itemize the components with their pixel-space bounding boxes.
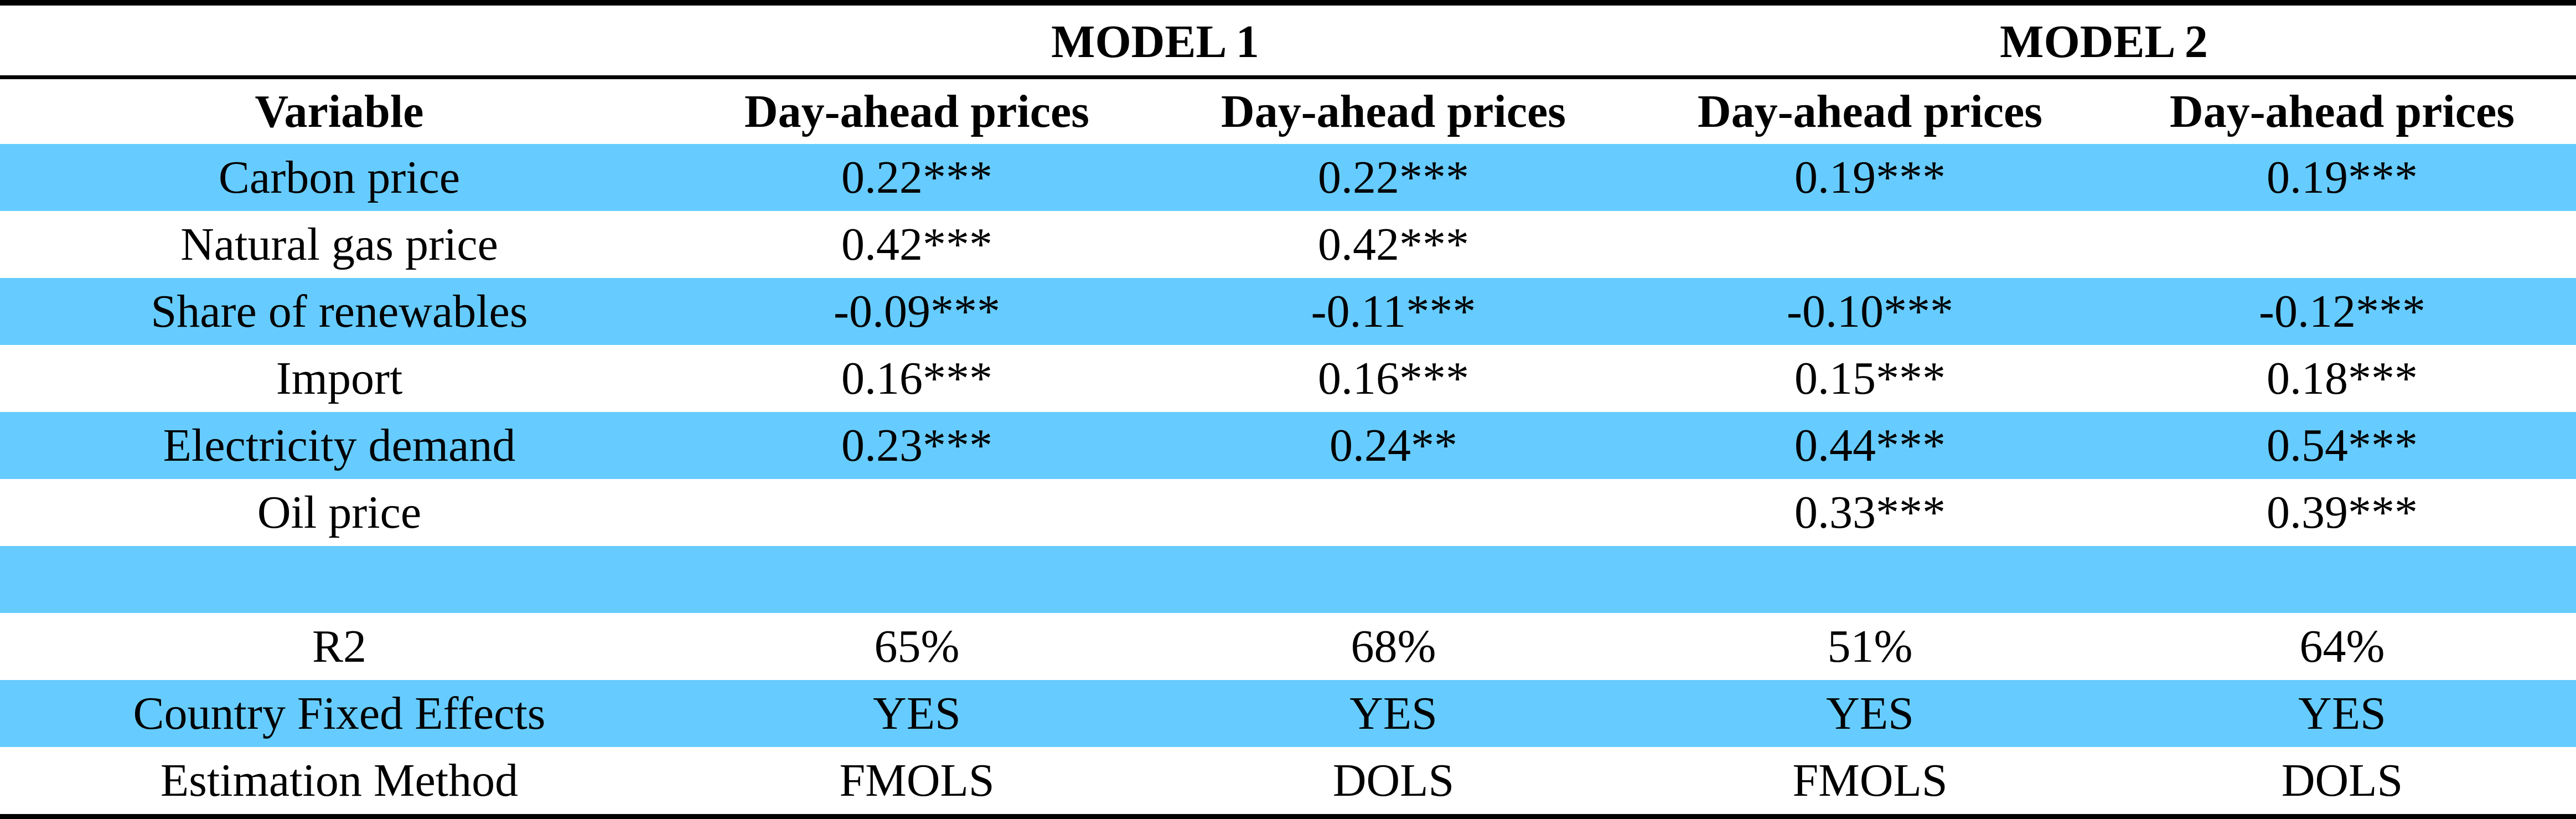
row-label: R2 — [312, 620, 367, 672]
cell-value: 0.19*** — [1632, 144, 2109, 211]
cell-value: -0.11*** — [1155, 278, 1632, 345]
cell-value — [679, 479, 1155, 546]
cell-value: 0.42*** — [841, 218, 992, 270]
cell-value: YES — [2108, 680, 2576, 747]
cell-value: 0.33*** — [1794, 486, 1946, 538]
model-1-header: MODEL 1 — [679, 0, 1632, 79]
table-row: R2 65% 68% 51% 64% — [0, 613, 2576, 680]
row-label: Natural gas price — [180, 218, 498, 270]
table-row: Electricity demand 0.23*** 0.24** 0.44*** 0.… — [0, 412, 2576, 479]
cell-value: DOLS — [1155, 747, 1632, 819]
table-row: Oil price 0.33*** 0.39*** — [0, 479, 2576, 546]
cell-value: -0.10*** — [1632, 278, 2109, 345]
cell-value: 0.16*** — [841, 352, 992, 404]
model-header-blank — [0, 0, 679, 79]
cell-value — [1155, 479, 1632, 546]
cell-value — [1632, 211, 2108, 278]
cell-value: 0.15*** — [1794, 352, 1946, 404]
cell-value: 65% — [874, 620, 960, 672]
cell-value: 0.18*** — [2267, 352, 2418, 404]
cell-value: 0.54*** — [2108, 412, 2576, 479]
cell-value: YES — [1632, 680, 2109, 747]
row-label: Import — [276, 352, 403, 404]
cell-value — [1155, 546, 1632, 613]
model-2-header: MODEL 2 — [1632, 0, 2576, 79]
table-row: Estimation Method FMOLS DOLS FMOLS DOLS — [0, 747, 2576, 819]
cell-value: 51% — [1827, 620, 1913, 672]
column-header: Day-ahead prices — [1221, 85, 1566, 137]
cell-value: FMOLS — [1632, 747, 2109, 819]
table-row: Natural gas price 0.42*** 0.42*** — [0, 211, 2576, 278]
column-header: Day-ahead prices — [744, 85, 1089, 137]
cell-value: 0.42*** — [1318, 218, 1469, 270]
table-row: Import 0.16*** 0.16*** 0.15*** 0.18*** — [0, 345, 2576, 412]
table-row: Carbon price 0.22*** 0.22*** 0.19*** 0.19*** — [0, 144, 2576, 211]
cell-value: 0.24** — [1155, 412, 1632, 479]
cell-value — [679, 546, 1155, 613]
row-label: Carbon price — [0, 144, 679, 211]
cell-value: 64% — [2299, 620, 2385, 672]
cell-value — [2108, 546, 2576, 613]
cell-value: 68% — [1351, 620, 1436, 672]
table-row: Share of renewables -0.09*** -0.11*** -0.10… — [0, 278, 2576, 345]
row-label: Estimation Method — [0, 747, 679, 819]
cell-value: -0.12*** — [2108, 278, 2576, 345]
cell-value: DOLS — [2108, 747, 2576, 819]
table-row — [0, 546, 2576, 613]
cell-value: 0.44*** — [1632, 412, 2109, 479]
variable-header: Variable — [255, 85, 424, 137]
row-label: Share of renewables — [0, 278, 679, 345]
row-label: Country Fixed Effects — [0, 680, 679, 747]
cell-value — [1632, 546, 2109, 613]
row-label: Oil price — [257, 486, 422, 538]
table-row: Country Fixed Effects YES YES YES YES — [0, 680, 2576, 747]
column-header: Day-ahead prices — [2170, 85, 2515, 137]
cell-value: 0.16*** — [1318, 352, 1469, 404]
column-header: Day-ahead prices — [1698, 85, 2042, 137]
cell-value: 0.23*** — [679, 412, 1155, 479]
cell-value: YES — [1155, 680, 1632, 747]
model-header-row: MODEL 1 MODEL 2 — [0, 0, 2576, 79]
cell-value: -0.09*** — [679, 278, 1155, 345]
cell-value: FMOLS — [679, 747, 1155, 819]
cell-value: 0.19*** — [2108, 144, 2576, 211]
cell-value: 0.22*** — [679, 144, 1155, 211]
cell-value: 0.39*** — [2267, 486, 2418, 538]
cell-value: YES — [679, 680, 1155, 747]
cell-value — [2108, 211, 2576, 278]
cell-value: 0.22*** — [1155, 144, 1632, 211]
row-label: Electricity demand — [0, 412, 679, 479]
row-label — [0, 546, 679, 613]
column-header-row: Variable Day-ahead prices Day-ahead pric… — [0, 78, 2576, 145]
